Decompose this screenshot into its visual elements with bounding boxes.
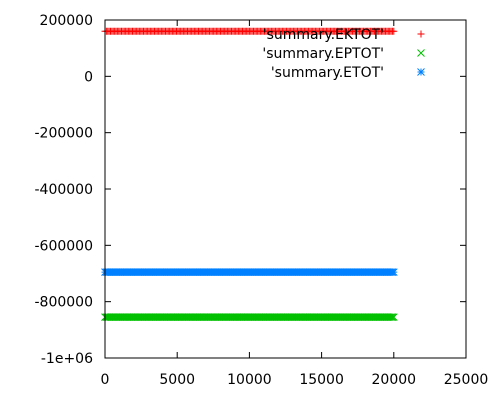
data-marks — [101, 27, 398, 322]
legend-label: 'summary.ETOT' — [271, 65, 384, 81]
data-point — [390, 27, 398, 35]
y-tick-label: 200000 — [40, 13, 93, 29]
x-tick-label: 15000 — [299, 372, 344, 388]
data-point — [387, 313, 395, 322]
y-tick-label: -400000 — [35, 182, 94, 198]
y-tick-label: -800000 — [35, 295, 94, 311]
x-tick-label: 0 — [101, 372, 110, 388]
x-tick-label: 10000 — [227, 372, 272, 388]
x-tick-label: 20000 — [372, 372, 417, 388]
legend-label: 'summary.EPTOT' — [262, 46, 384, 62]
legend-marker — [417, 30, 425, 38]
y-tick-label: -200000 — [35, 126, 94, 142]
y-tick-label: 0 — [84, 69, 93, 85]
x-tick-label: 5000 — [159, 372, 195, 388]
x-tick-label: 25000 — [444, 372, 489, 388]
y-tick-label: -600000 — [35, 238, 94, 254]
data-point — [389, 313, 398, 322]
legend-label: 'summary.EKTOT' — [263, 27, 384, 43]
y-tick-label: -1e+06 — [41, 351, 93, 367]
series-1 — [101, 313, 398, 322]
legend: 'summary.EKTOT' 'summary.EPTOT' 'summary.E… — [262, 27, 425, 81]
series-0 — [101, 27, 398, 35]
legend-marker — [417, 49, 425, 57]
data-point — [388, 313, 397, 322]
axes: -1e+06 -800000 -600000 -400000 -200000 0 20000… — [35, 13, 489, 388]
series-2 — [101, 268, 398, 276]
data-point — [389, 268, 398, 276]
legend-marker — [417, 68, 425, 76]
